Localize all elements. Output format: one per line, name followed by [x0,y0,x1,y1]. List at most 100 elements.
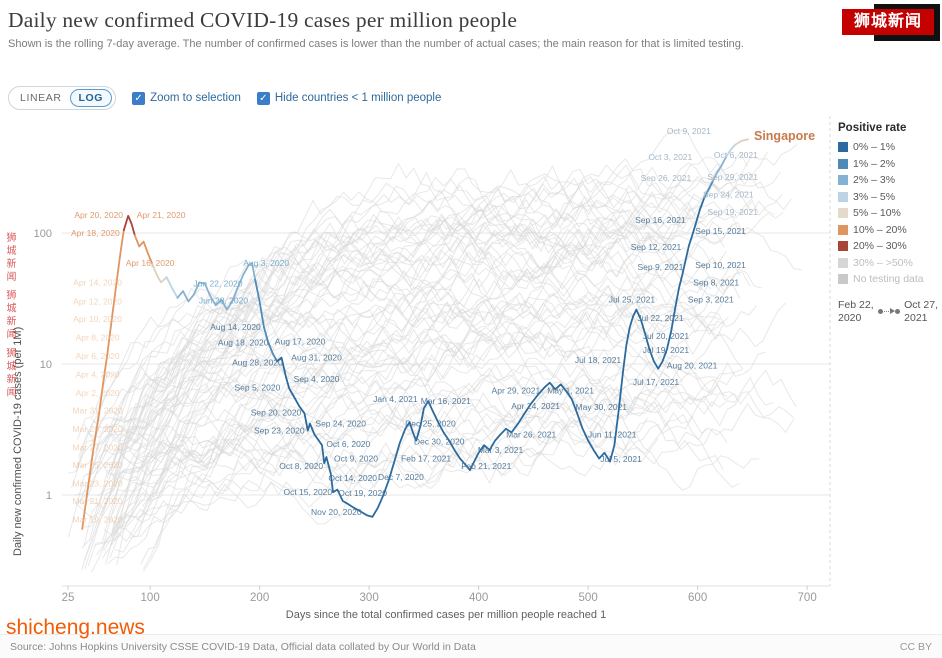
annotation-label: Mar 27, 2020 [73,443,123,453]
annotation-label: Dec 7, 2020 [378,472,424,482]
slider-start-date: Feb 22, 2020 [838,299,874,325]
annotation-label: Jul 5, 2021 [600,454,642,464]
chart-controls: LINEAR LOG ✓ Zoom to selection ✓ Hide countr… [8,86,441,110]
annotation-label: Sep 15, 2021 [695,226,746,236]
singapore-line-segment[interactable] [133,234,154,265]
legend-item-3-5[interactable]: 3% – 5% [838,191,940,203]
singapore-line-segment[interactable] [81,229,125,530]
x-tick-label: 100 [141,592,160,604]
annotation-label: Dec 30, 2020 [414,437,465,447]
singapore-line-segment[interactable] [703,179,714,199]
legend-item-10-20[interactable]: 10% – 20% [838,224,940,236]
legend-item-30-50[interactable]: 30% – >50% [838,257,940,269]
checkbox-box-icon[interactable]: ✓ [256,91,270,105]
annotation-label: Oct 9, 2021 [667,126,711,136]
scale-toggle[interactable]: LINEAR LOG [8,86,117,110]
legend-item-5-10[interactable]: 5% – 10% [838,207,940,219]
entity-label-singapore[interactable]: Singapore [754,129,815,143]
annotation-label: Sep 10, 2021 [695,260,746,270]
annotation-label: Jul 25, 2021 [609,295,656,305]
legend-label: No testing data [853,273,924,285]
annotation-label: Aug 20, 2021 [667,361,718,371]
date-annotations: Apr 20, 2020 Apr 21, 2020 Apr 18, 2020 Apr … [71,126,758,524]
annotation-label: Apr 2, 2020 [76,388,120,398]
annotation-label: Sep 24, 2021 [703,190,754,200]
annotation-label: Apr 21, 2020 [137,210,186,220]
legend-label: 30% – >50% [853,256,913,269]
slider-track[interactable] [877,308,901,314]
slider-end-date: Oct 27, 2021 [904,299,938,325]
annotation-label: Sep 24, 2020 [315,419,366,429]
legend-label: 20% – 30% [853,240,907,252]
singapore-line-segment[interactable] [151,263,168,284]
legend-swatch [838,208,848,218]
gridlines: 1 10 100 25 100 200 300 400 500 600 700 [34,116,831,604]
positive-rate-legend: Positive rate 0% – 1% 1% – 2% 2% – 3% 3% – … [838,122,940,325]
singapore-line-segment[interactable] [734,138,749,146]
y-tick-label: 100 [34,228,52,240]
checkbox-label: Zoom to selection [150,92,241,104]
legend-swatch [838,158,848,169]
annotation-label: Dec 25, 2020 [405,419,456,429]
singapore-line[interactable] [81,138,749,530]
legend-swatch [838,274,848,284]
annotation-label: Sep 5, 2020 [234,383,280,393]
singapore-line-segment[interactable] [725,144,736,158]
scale-option-linear[interactable]: LINEAR [20,92,62,104]
slider-end-handle[interactable] [895,308,901,314]
checkbox-hide-countries-1-million-people[interactable]: ✓ Hide countries < 1 million people [256,91,442,105]
slider-play-icon[interactable] [890,308,896,314]
singapore-line-segment[interactable] [176,262,257,311]
legend-label: 0% – 1% [853,141,896,153]
x-tick-label: 700 [798,592,817,604]
singapore-line-segment[interactable] [712,156,727,182]
annotation-label: Sep 12, 2021 [631,242,682,252]
annotation-label: Oct 15, 2020 [283,487,332,497]
slider-line[interactable] [883,310,890,312]
annotation-label: Jul 17, 2021 [633,377,680,387]
annotation-label: Feb 17, 2021 [401,454,451,464]
legend-swatch [838,224,848,235]
annotation-label: Aug 28, 2020 [232,357,283,367]
legend-item-20-30[interactable]: 20% – 30% [838,240,940,252]
singapore-line-segment[interactable] [165,276,179,299]
annotation-label: Jun 28, 2020 [199,296,248,306]
annotation-label: Oct 6, 2020 [326,439,370,449]
scale-option-log[interactable]: LOG [69,89,113,107]
slider-start-handle[interactable] [877,308,883,314]
x-tick-label: 200 [250,592,269,604]
license-link[interactable]: CC BY [899,640,932,653]
annotation-label: Feb 21, 2021 [461,461,511,471]
annotation-label: Sep 26, 2021 [641,173,692,183]
singapore-line-segment[interactable] [276,197,706,518]
x-tick-label: 600 [688,592,707,604]
checkbox-zoom-to-selection[interactable]: ✓ Zoom to selection [132,91,241,105]
checkbox-box-icon[interactable]: ✓ [132,91,146,105]
annotation-label: Apr 18, 2020 [71,228,120,238]
x-axis-title: Days since the total confirmed cases per… [285,609,607,621]
annotation-label: Oct 6, 2021 [714,150,758,160]
checkbox-label: Hide countries < 1 million people [274,92,442,104]
singapore-line-segment[interactable] [254,278,279,363]
legend-item-2-3[interactable]: 2% – 3% [838,174,940,186]
singapore-line-segment[interactable] [122,214,136,237]
x-tick-label: 25 [62,592,75,604]
annotation-label: Aug 31, 2020 [291,353,342,363]
chart-header: Daily new confirmed COVID-19 cases per m… [8,8,808,52]
y-tick-label: 1 [46,490,52,502]
page-title: Daily new confirmed COVID-19 cases per m… [8,8,518,32]
annotation-label: Mar 25, 2020 [73,460,123,470]
annotation-label: Aug 18, 2020 [218,338,269,348]
annotation-label: Oct 9, 2020 [334,454,378,464]
chart-footer: Source: Johns Hopkins University CSSE CO… [0,634,942,658]
annotation-label: Apr 20, 2020 [74,210,123,220]
legend-item-1-2[interactable]: 1% – 2% [838,158,940,170]
x-tick-label: 300 [360,592,379,604]
x-tick-label: 500 [579,592,598,604]
shicheng-watermark-link[interactable]: shicheng.news [6,616,145,639]
legend-item-no-testing-data[interactable]: No testing data [838,273,940,285]
legend-title: Positive rate [838,122,907,134]
time-range-slider[interactable]: Feb 22, 2020 Oct 27, 2021 [838,299,938,325]
legend-item-0-1[interactable]: 0% – 1% [838,141,940,153]
